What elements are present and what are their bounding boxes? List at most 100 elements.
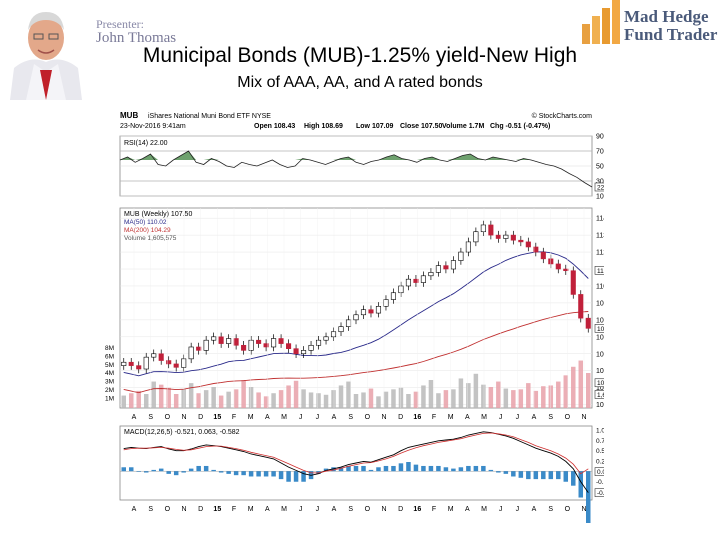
macd-histogram-bar xyxy=(458,467,464,472)
price-legend-ma200: MA(200) 104.29 xyxy=(124,227,171,234)
price-candle xyxy=(563,268,569,272)
price-candle xyxy=(143,356,149,370)
chart-svg: MUB iShares National Muni Bond ETF NYSE © … xyxy=(105,111,604,523)
volume-bar xyxy=(143,394,149,408)
macd-tick-label: 0.25 xyxy=(596,458,604,465)
macd-histogram-bar xyxy=(556,471,561,480)
macd-legend: MACD(12,26,5) -0.521, 0.063, -0.582 xyxy=(124,429,240,436)
macd-histogram-bar xyxy=(391,465,396,472)
macd-histogram-bar xyxy=(143,471,149,473)
macd-histogram-bar xyxy=(533,471,539,480)
macd-histogram-bar xyxy=(563,471,569,482)
volume-value-label-box xyxy=(594,390,604,399)
volume-bar xyxy=(286,385,291,408)
price-x-label: F xyxy=(232,414,236,421)
volume-bar xyxy=(218,395,224,408)
price-tick-label: 104 xyxy=(596,385,604,392)
ma50-line xyxy=(123,251,589,377)
price-candle xyxy=(293,348,299,355)
macd-histogram-bar xyxy=(151,469,156,472)
price-last-label: 107.50 xyxy=(597,326,604,333)
volume-bar xyxy=(233,389,239,408)
macd-x-label: A xyxy=(532,506,537,513)
macd-tick-label: 0.75 xyxy=(596,438,604,445)
macd-histogram-bar xyxy=(271,471,276,477)
price-candle xyxy=(375,306,382,314)
price-x-label: 16 xyxy=(413,414,421,421)
price-candle xyxy=(203,339,209,351)
volume-bar xyxy=(121,395,126,408)
macd-histogram-bar xyxy=(511,471,516,477)
volume-bar xyxy=(353,394,359,408)
macd-x-label: F xyxy=(432,506,436,513)
price-x-label: J xyxy=(516,414,520,421)
price-candle xyxy=(443,265,449,270)
logo-line1: Mad Hedge xyxy=(624,7,709,26)
volume-bar xyxy=(316,393,321,408)
rsi-tick-label: 70 xyxy=(596,149,604,156)
presenter-name: John Thomas xyxy=(96,30,177,46)
price-legend-ma50: MA(50) 110.02 xyxy=(124,219,167,226)
price-x-label: M xyxy=(481,414,487,421)
macd-x-label: M xyxy=(481,506,487,513)
price-tick-label: 105 xyxy=(596,368,604,375)
price-candle xyxy=(450,260,456,270)
price-candle xyxy=(188,346,194,360)
macd-x-label: J xyxy=(499,506,503,513)
volume-tick-label: 4M xyxy=(105,370,114,377)
volume-bar xyxy=(166,387,171,408)
price-candle xyxy=(540,251,546,260)
macd-histogram-bar xyxy=(301,471,306,482)
macd-signal-line xyxy=(123,432,589,475)
volume-bar xyxy=(398,387,404,408)
macd-x-label: F xyxy=(232,506,236,513)
price-candle xyxy=(585,317,591,329)
volume-bar xyxy=(571,366,576,408)
price-x-label: O xyxy=(565,414,571,421)
macd-histogram-bar xyxy=(323,468,329,472)
price-candle xyxy=(241,344,247,351)
volume-tick-label: 6M xyxy=(105,353,114,360)
macd-histogram-bar xyxy=(398,463,404,472)
volume-bar xyxy=(241,380,246,408)
chart-source: © StockCharts.com xyxy=(532,112,593,120)
price-tick-label: 112 xyxy=(596,250,604,257)
ma200-value-label: 104.29 xyxy=(597,380,604,387)
price-candle xyxy=(211,336,217,341)
price-x-label: D xyxy=(198,414,203,421)
volume-bar xyxy=(391,389,396,408)
chart-security-name: iShares National Muni Bond ETF NYSE xyxy=(148,113,271,120)
macd-histogram-bar xyxy=(248,471,254,477)
macd-x-label: J xyxy=(516,506,520,513)
volume-bar xyxy=(136,390,141,408)
price-candle xyxy=(173,363,179,368)
macd-x-label: 15 xyxy=(213,506,221,513)
volume-bar xyxy=(331,390,336,408)
price-legend-volume: Volume 1,605,575 xyxy=(124,235,177,242)
volume-bar xyxy=(383,391,389,408)
macd-x-label: N xyxy=(581,506,586,513)
price-tick-label: 113 xyxy=(596,233,604,240)
macd-histogram-bar xyxy=(421,465,426,472)
macd-histogram-bar xyxy=(451,468,456,472)
price-candle xyxy=(555,263,561,270)
macd-x-label: J xyxy=(316,506,320,513)
macd-value-label: -0.521 xyxy=(597,490,604,497)
volume-bar xyxy=(346,381,351,408)
price-candle xyxy=(503,234,509,239)
macd-tick-label: 0.50 xyxy=(596,448,604,455)
price-tick-label: 103 xyxy=(596,402,604,409)
price-x-label: J xyxy=(299,414,303,421)
ma200-line xyxy=(123,311,589,394)
price-candle xyxy=(263,343,269,348)
macd-histogram-bar xyxy=(473,465,479,472)
volume-bar xyxy=(263,396,269,408)
price-x-label: A xyxy=(332,414,337,421)
macd-histogram-bar xyxy=(278,471,284,480)
macd-x-label: O xyxy=(165,506,171,513)
volume-bar xyxy=(578,360,584,408)
macd-histogram-bar xyxy=(158,468,164,472)
price-candle xyxy=(226,338,232,344)
macd-histogram-bar xyxy=(413,464,419,472)
macd-histogram-bar xyxy=(211,469,216,472)
